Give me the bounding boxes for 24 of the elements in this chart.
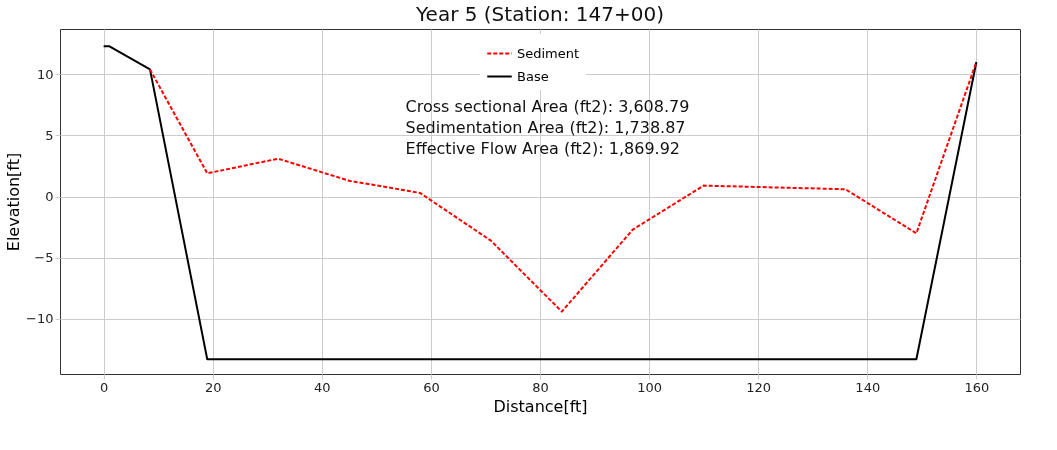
x-tick-label: 20 [204, 379, 222, 395]
x-tick-label: 160 [964, 379, 990, 395]
annotation: Sedimentation Area (ft2): 1,738.87 [405, 118, 686, 137]
y-axis-title: Elevation[ft] [4, 152, 24, 252]
y-tick-label: −10 [26, 311, 54, 327]
legend-label: Base [517, 68, 549, 84]
x-tick-label: 0 [100, 379, 109, 395]
y-tick-label: 10 [36, 66, 54, 82]
x-tick-label: 140 [855, 379, 881, 395]
x-tick-label: 120 [746, 379, 772, 395]
annotation: Cross sectional Area (ft2): 3,608.79 [405, 97, 690, 116]
chart-title: Year 5 (Station: 147+00) [415, 2, 664, 26]
y-tick-label: −5 [34, 250, 54, 266]
x-tick-label: 40 [314, 379, 331, 395]
y-tick-label: 5 [45, 127, 54, 143]
x-tick-label: 80 [532, 379, 549, 395]
annotation: Effective Flow Area (ft2): 1,869.92 [405, 139, 681, 158]
line-series [149, 61, 978, 313]
y-tick-label: 0 [45, 189, 54, 205]
line-series [102, 45, 978, 361]
legend-label: Sediment [517, 45, 580, 61]
x-axis-title: Distance[ft] [493, 396, 588, 416]
x-tick-label: 100 [637, 379, 662, 395]
x-tick-label: 60 [423, 379, 440, 395]
